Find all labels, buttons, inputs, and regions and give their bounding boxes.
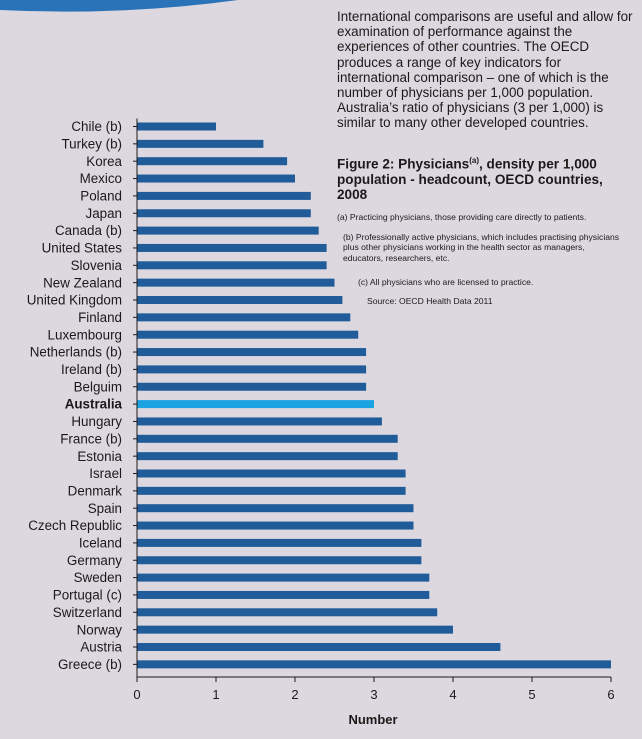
category-label-mexico: Mexico bbox=[80, 171, 122, 186]
x-tick-label: 5 bbox=[528, 687, 535, 702]
category-label-canada-b: Canada (b) bbox=[55, 223, 122, 238]
figure-title-rest: , density per 1,000 population - headcou… bbox=[337, 156, 603, 203]
bar-japan bbox=[137, 209, 311, 218]
bar-ireland-b bbox=[137, 365, 367, 374]
bar-finland bbox=[137, 313, 351, 322]
x-tick-label: 2 bbox=[291, 687, 298, 702]
bar-france-b bbox=[137, 434, 398, 443]
x-tick-label: 3 bbox=[370, 687, 377, 702]
category-label-netherlands-b: Netherlands (b) bbox=[30, 345, 122, 360]
category-label-greece-b: Greece (b) bbox=[58, 657, 122, 672]
bar-sweden bbox=[137, 573, 430, 582]
x-axis: 0 1 2 3 4 5 6 Number bbox=[133, 118, 615, 727]
category-label-chile-b: Chile (b) bbox=[71, 119, 122, 134]
category-label-france-b: France (b) bbox=[60, 431, 122, 446]
category-label-germany: Germany bbox=[67, 553, 122, 568]
category-label-norway: Norway bbox=[77, 622, 123, 637]
bar-united-states bbox=[137, 243, 327, 252]
x-tick-label: 4 bbox=[449, 687, 456, 702]
bar-czech-republic bbox=[137, 521, 414, 530]
bar-chile-b bbox=[137, 122, 216, 131]
category-label-denmark: Denmark bbox=[68, 483, 123, 498]
bar-new-zealand bbox=[137, 278, 335, 287]
bar-netherlands-b bbox=[137, 348, 367, 357]
bar-germany bbox=[137, 556, 422, 565]
bar-mexico bbox=[137, 174, 295, 183]
source-note: Source: OECD Health Data 2011 bbox=[367, 296, 493, 306]
bar-spain bbox=[137, 504, 414, 513]
bar-greece-b bbox=[137, 660, 611, 669]
x-tick-label: 0 bbox=[133, 687, 140, 702]
category-label-australia: Australia bbox=[65, 397, 123, 412]
bar-canada-b bbox=[137, 226, 319, 235]
category-label-ireland-b: Ireland (b) bbox=[61, 362, 122, 377]
bar-estonia bbox=[137, 452, 398, 461]
category-label-luxembourg: Luxembourg bbox=[48, 327, 122, 342]
category-label-united-states: United States bbox=[42, 241, 123, 256]
category-label-austria: Austria bbox=[80, 640, 122, 655]
category-label-korea: Korea bbox=[86, 154, 122, 169]
category-label-portugal-c: Portugal (c) bbox=[53, 588, 122, 603]
category-label-switzerland: Switzerland bbox=[53, 605, 122, 620]
bar-belguim bbox=[137, 382, 367, 391]
category-label-czech-republic: Czech Republic bbox=[28, 518, 122, 533]
category-label-iceland: Iceland bbox=[79, 536, 122, 551]
category-label-belguim: Belguim bbox=[74, 379, 122, 394]
figure-title: Figure 2: Physicians(a), density per 1,0… bbox=[337, 153, 635, 203]
footnote-a: (a) Practicing physicians, those providi… bbox=[337, 212, 587, 222]
bar-switzerland bbox=[137, 608, 438, 617]
x-tick-label: 6 bbox=[607, 687, 614, 702]
category-label-poland: Poland bbox=[80, 189, 122, 204]
bar-luxembourg bbox=[137, 330, 359, 339]
bar-united-kingdom bbox=[137, 296, 343, 304]
intro-text: International comparisons are useful and… bbox=[337, 9, 633, 131]
category-label-slovenia: Slovenia bbox=[71, 258, 123, 273]
figure-title-footnote-mark: (a) bbox=[469, 156, 479, 165]
bar-hungary bbox=[137, 417, 382, 426]
bar-australia bbox=[137, 400, 374, 409]
category-label-hungary: Hungary bbox=[71, 414, 122, 429]
bar-austria bbox=[137, 643, 501, 651]
bar-portugal-c bbox=[137, 590, 430, 599]
bar-turkey-b bbox=[137, 139, 264, 148]
category-label-finland: Finland bbox=[78, 310, 122, 325]
header-decoration bbox=[0, 0, 238, 12]
footnote-b: (b) Professionally active physicians, wh… bbox=[343, 232, 620, 263]
category-label-turkey-b: Turkey (b) bbox=[61, 136, 122, 151]
category-label-united-kingdom: United Kingdom bbox=[27, 293, 122, 308]
category-label-new-zealand: New Zealand bbox=[43, 275, 122, 290]
footnote-c: (c) All physicians who are licensed to p… bbox=[358, 277, 534, 287]
bar-israel bbox=[137, 469, 406, 478]
category-label-israel: Israel bbox=[89, 466, 122, 481]
category-label-spain: Spain bbox=[88, 501, 122, 516]
bar-korea bbox=[137, 157, 288, 166]
category-label-sweden: Sweden bbox=[74, 570, 122, 585]
category-label-estonia: Estonia bbox=[77, 449, 122, 464]
bar-poland bbox=[137, 191, 311, 200]
bars-layer bbox=[137, 122, 611, 669]
category-label-japan: Japan bbox=[86, 206, 122, 221]
bar-iceland bbox=[137, 538, 422, 547]
x-axis-title: Number bbox=[348, 712, 397, 727]
bar-norway bbox=[137, 625, 453, 634]
bar-denmark bbox=[137, 486, 406, 495]
category-labels: Chile (b) Turkey (b) Korea Mexico Poland Japa… bbox=[27, 119, 123, 672]
bar-slovenia bbox=[137, 261, 327, 270]
x-tick-label: 1 bbox=[212, 687, 219, 702]
figure-title-main: Figure 2: Physicians bbox=[337, 156, 470, 172]
